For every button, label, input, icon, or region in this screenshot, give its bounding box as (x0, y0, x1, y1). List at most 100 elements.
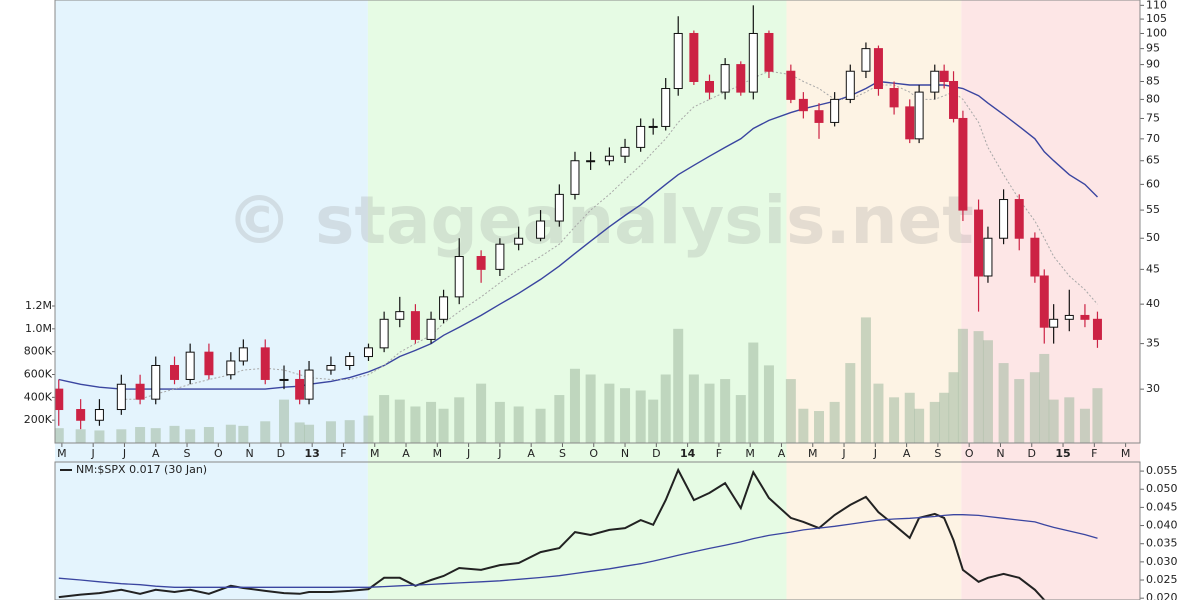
volume-bar (604, 383, 615, 443)
candle-body (974, 209, 984, 277)
volume-bar (394, 399, 405, 443)
candle-body (495, 243, 505, 270)
volume-bar (494, 401, 505, 443)
candle-body (379, 318, 389, 349)
candle-body (939, 70, 949, 82)
candle-body (135, 383, 145, 400)
volume-bar (169, 425, 180, 443)
candle-body (889, 88, 899, 108)
candle-body (94, 409, 104, 421)
y-tick-label: 90 (1146, 58, 1160, 71)
candle-body (689, 32, 699, 82)
x-tick-label: D (1028, 447, 1036, 460)
x-tick-label: A (152, 447, 160, 460)
volume-bar (1014, 379, 1025, 443)
volume-tick-label: 1.2M (25, 299, 52, 312)
x-tick-label: F (716, 447, 722, 460)
candle-body (454, 256, 464, 298)
volume-bar (635, 390, 646, 443)
volume-bar (914, 408, 925, 443)
volume-tick-label: 800K (24, 345, 53, 358)
volume-bar (620, 388, 631, 443)
watermark: © stageanalysis.net (226, 182, 974, 259)
candle-body (661, 88, 671, 127)
price-pane (55, 5, 1103, 443)
volume-bar (238, 425, 249, 443)
candle-body (363, 347, 373, 358)
candle-body (764, 32, 774, 72)
volume-bar (785, 379, 796, 443)
volume-bar (660, 374, 671, 443)
candle-body (476, 256, 486, 270)
x-tick-label: M (57, 447, 67, 460)
legend-label: NM:$SPX 0.017 (30 Jan) (76, 463, 207, 476)
rs-y-tick-label: 0.030 (1146, 555, 1178, 568)
volume-bar (998, 363, 1009, 443)
x-tick-label: 14 (680, 447, 696, 460)
rs-y-tick-label: 0.025 (1146, 573, 1178, 586)
x-tick-label: J (91, 447, 95, 460)
x-tick-label: F (340, 447, 346, 460)
candle-body (914, 91, 924, 140)
candle-body (395, 311, 405, 320)
y-tick-label: 100 (1146, 26, 1167, 39)
volume-bar (75, 429, 86, 443)
rs-y-tick-label: 0.020 (1146, 591, 1178, 600)
candle-body (260, 347, 270, 380)
x-tick-label: S (934, 447, 941, 460)
candle-body (861, 48, 871, 72)
candle-body (636, 125, 646, 148)
volume-bar (763, 365, 774, 443)
volume-bar (814, 411, 825, 443)
candle-body (76, 409, 86, 421)
candle-body (748, 32, 758, 93)
candle-body (586, 160, 596, 163)
x-tick-label: S (184, 447, 191, 460)
volume-bar (150, 428, 161, 443)
candle-body (999, 199, 1009, 239)
x-tick-label: N (996, 447, 1004, 460)
rs-pane-border (54, 461, 1141, 600)
candle-body (736, 64, 746, 93)
volume-bar (1064, 397, 1075, 443)
volume-bar (438, 408, 449, 443)
x-tick-label: M (370, 447, 380, 460)
stage-region (786, 0, 962, 600)
x-tick-label: A (402, 447, 410, 460)
candle-body (426, 318, 436, 340)
y-tick-label: 35 (1146, 337, 1160, 350)
candle-body (1039, 275, 1049, 328)
volume-bar (829, 401, 840, 443)
candle-body (949, 80, 959, 119)
x-tick-label: M (433, 447, 443, 460)
candle-body (536, 220, 546, 239)
volume-bar (94, 430, 105, 443)
candle-body (983, 237, 993, 277)
candle-body (185, 351, 195, 380)
volume-bar (720, 379, 731, 443)
y-tick-label: 55 (1146, 203, 1160, 216)
volume-bar (279, 399, 290, 443)
volume-bar (363, 415, 374, 443)
x-tick-label: N (621, 447, 629, 460)
volume-bar (1029, 372, 1040, 443)
volume-bar (735, 395, 746, 443)
moving-average (121, 70, 1098, 400)
x-tick-label: M (808, 447, 818, 460)
volume-bar (860, 317, 871, 443)
volume-bar (648, 399, 659, 443)
x-tick-label: J (466, 447, 470, 460)
candle-body (304, 369, 314, 400)
volume-bar (569, 368, 580, 443)
volume-bar (748, 342, 759, 443)
volume-bar (135, 427, 146, 443)
rs-line (58, 514, 1098, 588)
x-tick-label: 15 (1055, 447, 1070, 460)
volume-bar (704, 383, 715, 443)
x-tick-label: N (245, 447, 253, 460)
x-tick-label: O (214, 447, 223, 460)
candle-body (170, 364, 180, 380)
volume-bar (889, 397, 900, 443)
y-tick-label: 65 (1146, 154, 1160, 167)
candle-body (554, 193, 564, 222)
